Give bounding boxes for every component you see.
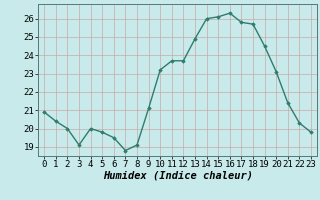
X-axis label: Humidex (Indice chaleur): Humidex (Indice chaleur): [103, 171, 252, 181]
